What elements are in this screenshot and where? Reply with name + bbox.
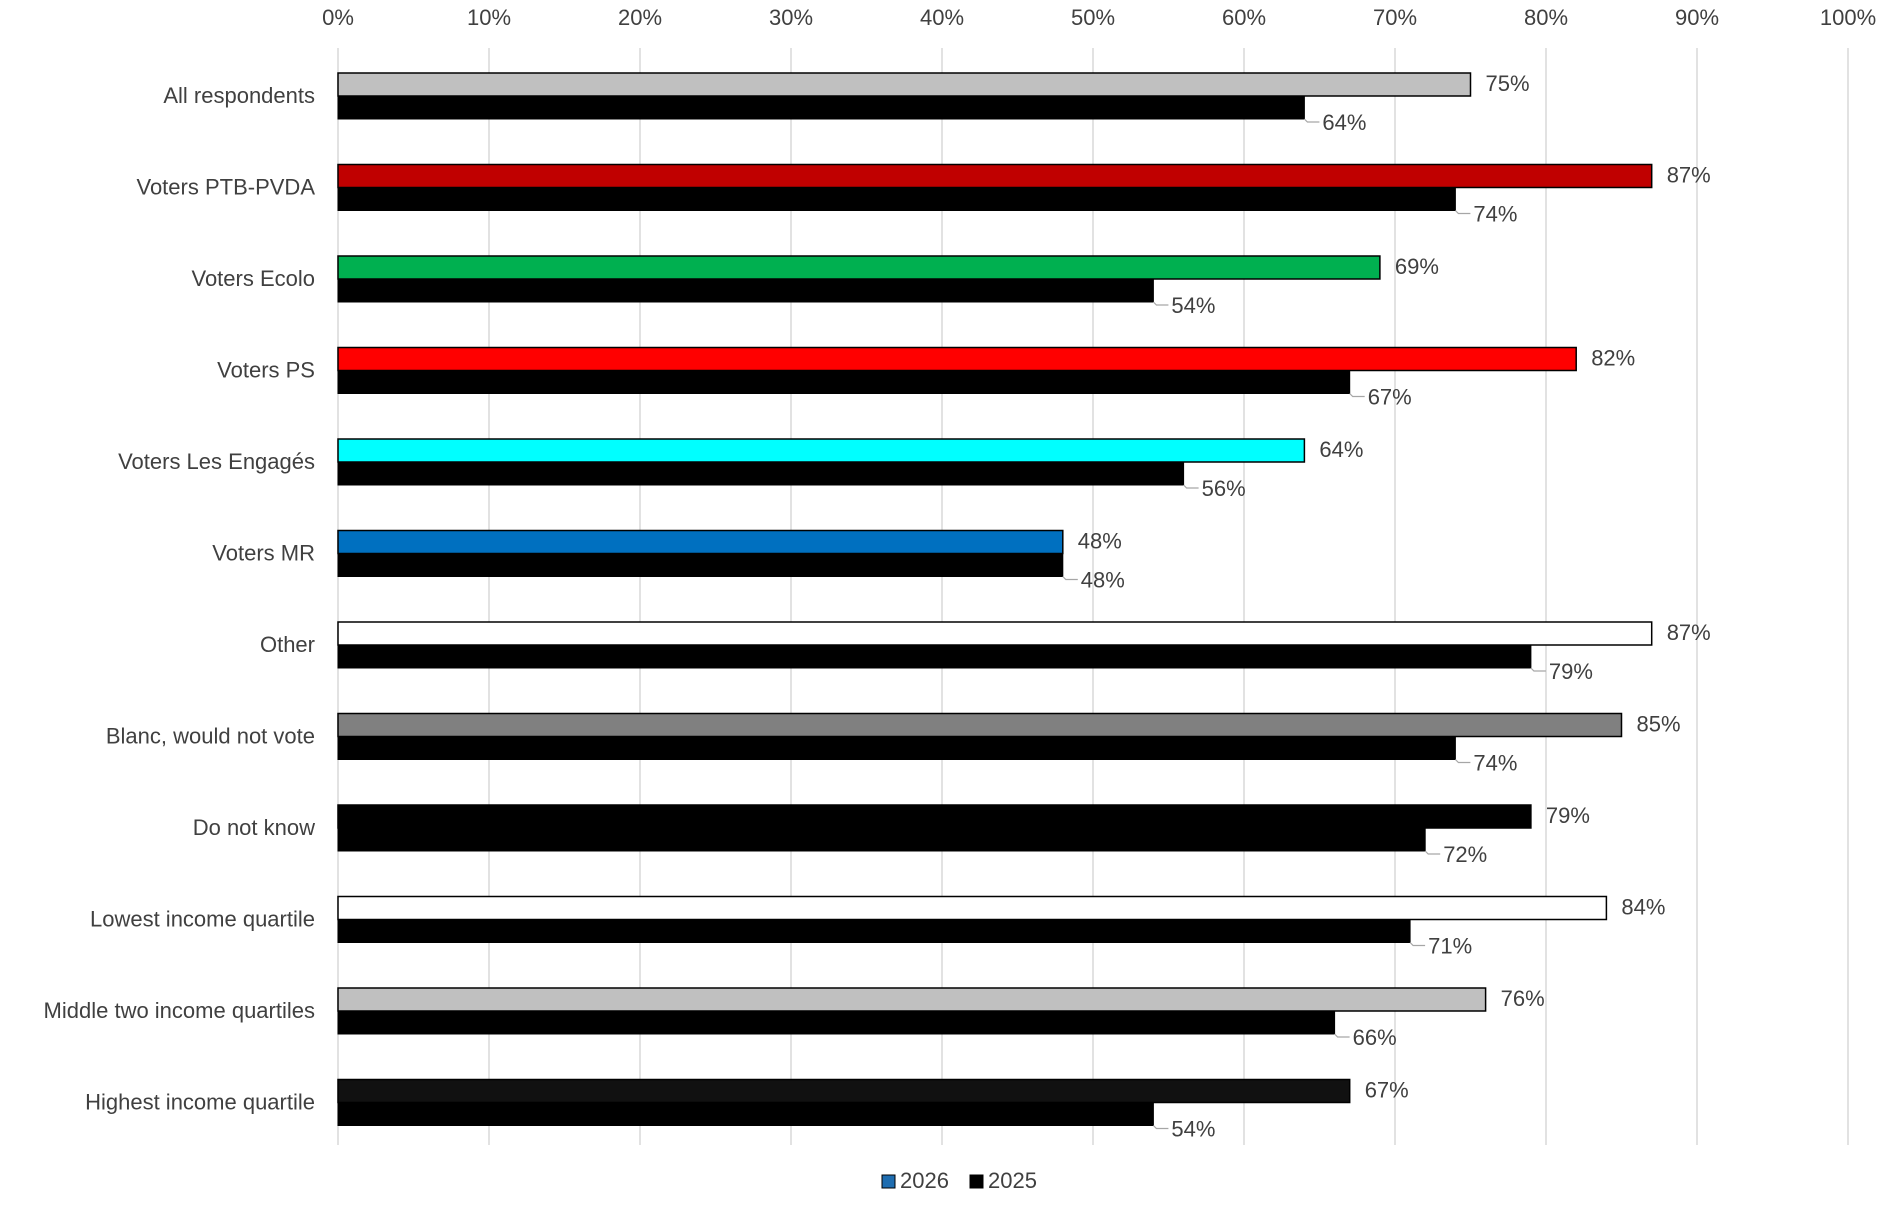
bar-2026-voters-mr: [337, 529, 1064, 555]
bar-2025-highest-income-quartile: [337, 1102, 1154, 1126]
bars: [337, 72, 1653, 1126]
value-label-2026-all-respondents: 75%: [1486, 71, 1530, 96]
leader-line-2025-voters-mr: [1062, 576, 1078, 581]
value-label-2025-do-not-know: 72%: [1443, 842, 1487, 867]
category-label-voters-ps: Voters PS: [217, 358, 315, 383]
x-tick-label: 80%: [1524, 5, 1568, 30]
bar-2026-lowest-income-quartile: [337, 895, 1608, 921]
x-tick-label: 50%: [1071, 5, 1115, 30]
value-label-2026-do-not-know: 79%: [1546, 803, 1590, 828]
category-label-voters-ptb-pvda: Voters PTB-PVDA: [136, 175, 315, 200]
legend-swatch-2026: [881, 1174, 896, 1189]
bar-2026-all-respondents: [337, 72, 1472, 97]
legend-swatch-2025: [969, 1174, 984, 1189]
bar-2026-blanc-would-not-vote: [337, 712, 1623, 738]
bar-2026-voters-ps: [337, 346, 1577, 372]
x-axis-ticks: 0% 10% 20% 30% 40% 50% 60% 70% 80% 90% 100%: [322, 5, 1876, 30]
value-label-2025-all-respondents: 64%: [1322, 110, 1366, 135]
category-label-blanc-would-not-vote: Blanc, would not vote: [106, 724, 315, 749]
value-label-2025-voters-ptb-pvda: 74%: [1473, 202, 1517, 227]
x-tick-label: 40%: [920, 5, 964, 30]
leader-line-2025-voters-ecolo: [1152, 301, 1169, 306]
leader-line-2025-all-respondents: [1303, 118, 1320, 123]
bar-2026-do-not-know: [337, 804, 1532, 829]
value-label-2026-voters-mr: 48%: [1078, 529, 1122, 554]
value-label-2025-lowest-income-quartile: 71%: [1428, 934, 1472, 959]
value-label-2025-blanc-would-not-vote: 74%: [1473, 751, 1517, 776]
value-label-2026-middle-two-income-quartiles: 76%: [1501, 986, 1545, 1011]
value-label-2026-voters-les-engag-s: 64%: [1319, 437, 1363, 462]
gridlines: [337, 48, 1849, 1145]
leader-line-2025-voters-ptb-pvda: [1454, 210, 1471, 215]
bar-2026-other: [337, 621, 1653, 646]
value-label-2025-other: 79%: [1549, 659, 1593, 684]
bar-2026-middle-two-income-quartiles: [337, 987, 1487, 1012]
leader-line-2025-highest-income-quartile: [1152, 1125, 1169, 1130]
bar-2026-voters-ecolo: [337, 255, 1381, 280]
category-label-lowest-income-quartile: Lowest income quartile: [90, 907, 315, 932]
leader-line-2025-middle-two-income-quartiles: [1334, 1033, 1350, 1038]
bar-2025-voters-ecolo: [337, 278, 1154, 303]
value-label-2026-voters-ptb-pvda: 87%: [1667, 163, 1711, 188]
bar-2026-voters-ptb-pvda: [337, 163, 1653, 189]
category-labels: All respondents Voters PTB-PVDA Voters Eco…: [44, 83, 316, 1115]
category-label-all-respondents: All respondents: [163, 83, 315, 108]
category-label-do-not-know: Do not know: [193, 815, 315, 840]
value-label-2025-voters-ecolo: 54%: [1171, 293, 1215, 318]
leader-line-2025-voters-ps: [1349, 393, 1365, 398]
leader-line-2025-blanc-would-not-vote: [1454, 759, 1471, 764]
value-label-2025-middle-two-income-quartiles: 66%: [1353, 1025, 1397, 1050]
value-label-2026-other: 87%: [1667, 620, 1711, 645]
x-tick-label: 90%: [1675, 5, 1719, 30]
x-tick-label: 60%: [1222, 5, 1266, 30]
bar-2025-voters-les-engag-s: [337, 461, 1185, 486]
value-label-2026-lowest-income-quartile: 84%: [1621, 895, 1665, 920]
x-tick-label: 20%: [618, 5, 662, 30]
category-label-voters-les-engag-s: Voters Les Engagés: [118, 449, 315, 474]
value-label-2025-voters-mr: 48%: [1081, 568, 1125, 593]
category-label-highest-income-quartile: Highest income quartile: [85, 1090, 315, 1115]
legend-label-2025: 2025: [988, 1168, 1037, 1193]
value-label-2026-blanc-would-not-vote: 85%: [1637, 712, 1681, 737]
leader-lines: [1062, 118, 1546, 1130]
category-label-middle-two-income-quartiles: Middle two income quartiles: [44, 998, 315, 1023]
category-label-voters-mr: Voters MR: [212, 541, 315, 566]
x-tick-label: 0%: [322, 5, 354, 30]
bar-2026-highest-income-quartile: [337, 1078, 1351, 1104]
legend: 2026 2025: [881, 1168, 1037, 1193]
value-label-2026-voters-ecolo: 69%: [1395, 254, 1439, 279]
category-label-other: Other: [260, 632, 315, 657]
bar-2025-do-not-know: [337, 827, 1426, 852]
value-label-2026-voters-ps: 82%: [1591, 346, 1635, 371]
x-tick-label: 70%: [1373, 5, 1417, 30]
bar-2025-lowest-income-quartile: [337, 919, 1411, 943]
x-tick-label: 100%: [1820, 5, 1876, 30]
category-label-voters-ecolo: Voters Ecolo: [191, 266, 315, 291]
bar-2025-voters-ptb-pvda: [337, 187, 1456, 211]
leader-line-2025-voters-les-engag-s: [1183, 484, 1199, 489]
bar-2025-blanc-would-not-vote: [337, 736, 1456, 760]
leader-line-2025-other: [1530, 667, 1546, 672]
bar-2025-voters-ps: [337, 370, 1351, 394]
value-label-2025-voters-les-engag-s: 56%: [1202, 476, 1246, 501]
bar-2026-voters-les-engag-s: [337, 438, 1306, 463]
value-label-2025-voters-ps: 67%: [1368, 385, 1412, 410]
data-labels: 75% 64% 87% 74% 69% 54% 82% 67% 64% 56% 48% 48% 87% 7…: [1078, 71, 1711, 1142]
legend-label-2026: 2026: [900, 1168, 949, 1193]
bar-2025-all-respondents: [337, 95, 1305, 120]
leader-line-2025-lowest-income-quartile: [1409, 942, 1426, 947]
x-tick-label: 10%: [467, 5, 511, 30]
bar-2025-middle-two-income-quartiles: [337, 1010, 1336, 1035]
x-tick-label: 30%: [769, 5, 813, 30]
bar-2025-voters-mr: [337, 553, 1064, 577]
value-label-2025-highest-income-quartile: 54%: [1171, 1117, 1215, 1142]
leader-line-2025-do-not-know: [1424, 850, 1441, 855]
value-label-2026-highest-income-quartile: 67%: [1365, 1078, 1409, 1103]
bar-2025-other: [337, 644, 1532, 669]
